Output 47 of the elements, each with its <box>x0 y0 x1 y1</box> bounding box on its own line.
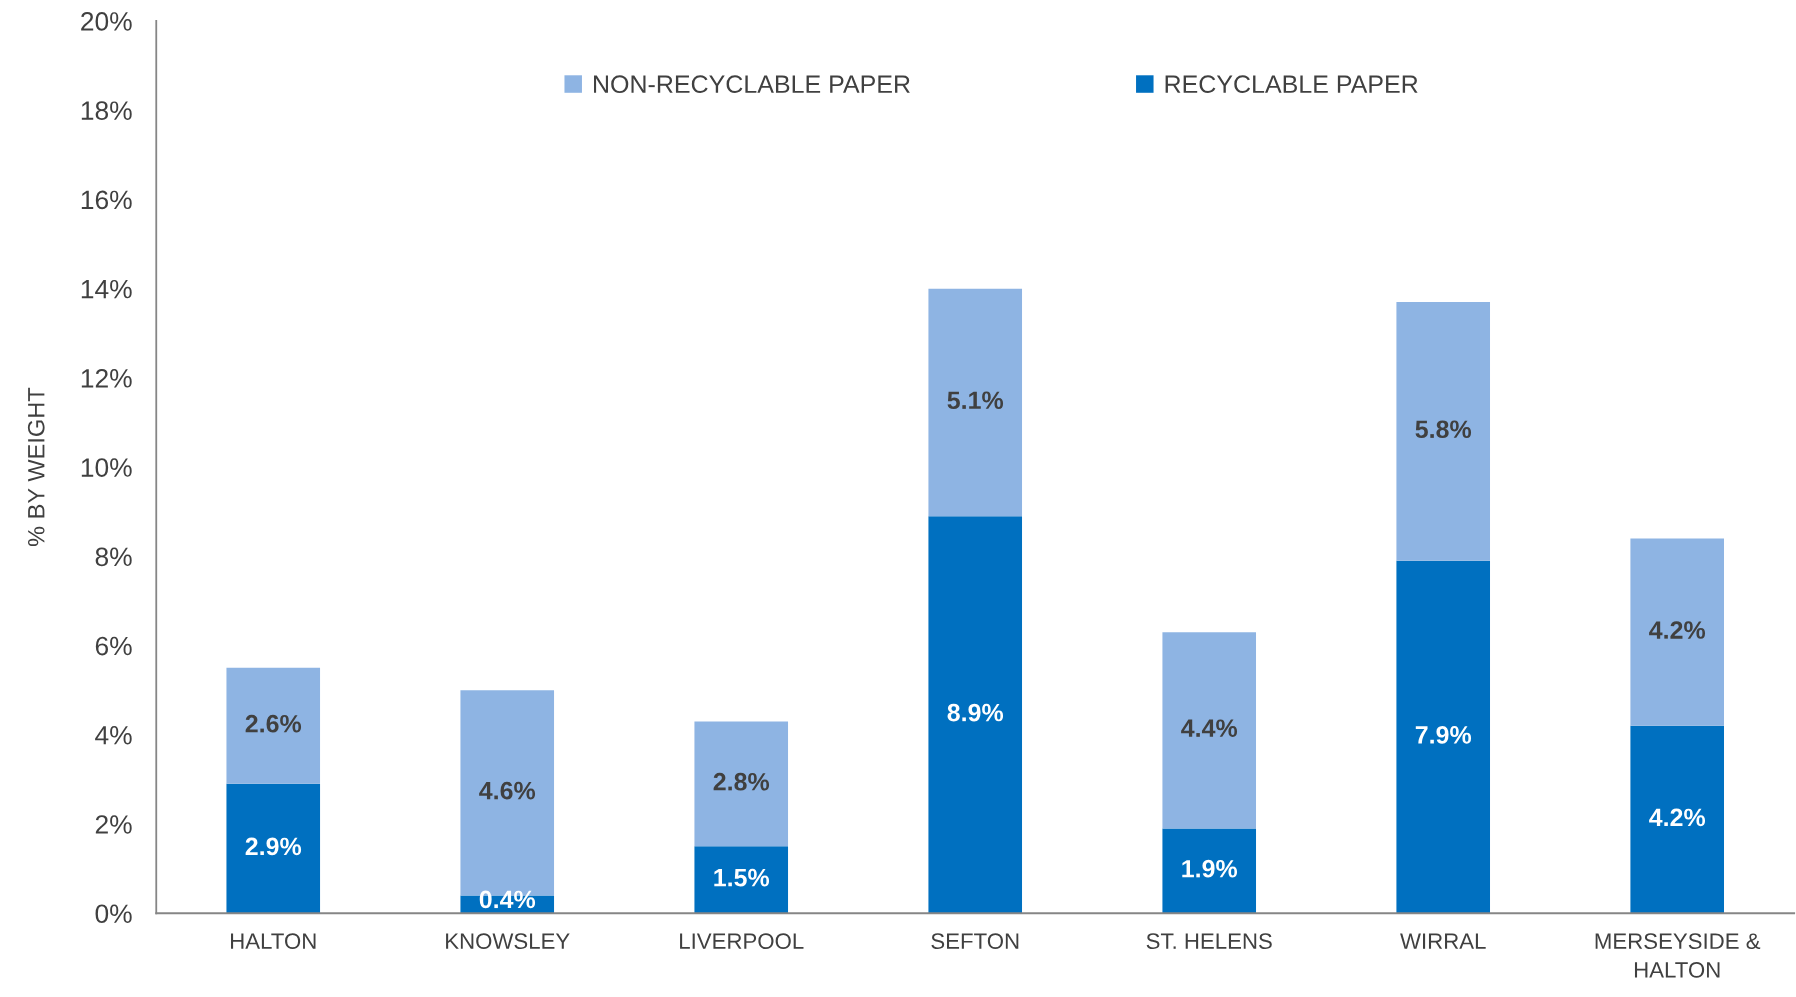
data-label: 4.2% <box>1649 808 1706 827</box>
legend-label: RECYCLABLE PAPER <box>1165 75 1418 94</box>
y-tick-label: 8% <box>95 547 132 567</box>
x-tick-label: MERSEYSIDE & HALTON <box>1595 933 1761 978</box>
bar <box>1630 538 1725 726</box>
bar <box>694 846 789 914</box>
y-tick-label: 10% <box>81 458 132 477</box>
y-tick-label: 18% <box>81 101 132 120</box>
bar <box>226 783 321 914</box>
bar <box>1162 632 1257 829</box>
bar <box>1396 302 1491 561</box>
bar <box>1396 560 1491 914</box>
x-tick-label: ST. HELENS <box>1146 933 1272 950</box>
bar <box>928 288 1023 517</box>
x-tick-label: LIVERPOOL <box>680 933 804 950</box>
data-label: 2.6% <box>245 714 302 733</box>
y-tick-label: 6% <box>95 636 132 656</box>
y-tick-label: 0% <box>95 904 132 924</box>
x-tick-label: SEFTON <box>931 933 1019 950</box>
data-label: 0.4% <box>479 890 536 909</box>
y-tick-label: 4% <box>95 726 132 745</box>
legend-label: NON-RECYCLABLE PAPER <box>594 75 910 94</box>
bar <box>1630 725 1725 914</box>
data-label: 7.9% <box>1415 726 1472 744</box>
data-label: 4.6% <box>479 781 536 800</box>
data-label: 8.9% <box>947 703 1004 722</box>
y-tick-label: 12% <box>81 369 132 388</box>
bar <box>694 721 789 847</box>
y-tick-label: 16% <box>81 190 132 210</box>
data-label: 5.1% <box>947 391 1004 410</box>
y-axis-title: % BY WEIGHT <box>27 387 45 547</box>
data-label: 5.8% <box>1415 420 1472 439</box>
data-label: 4.4% <box>1181 719 1238 737</box>
bar <box>1162 828 1257 914</box>
data-label: 1.5% <box>714 868 770 887</box>
data-label: 2.8% <box>713 772 770 791</box>
y-tick-label: 2% <box>95 815 132 834</box>
data-label: 4.2% <box>1649 621 1706 639</box>
x-tick-label: HALTON <box>231 933 316 950</box>
x-tick-label: WIRRAL <box>1400 933 1486 949</box>
bar <box>226 667 321 784</box>
data-label: 2.9% <box>245 837 302 856</box>
x-tick-label: KNOWSLEY <box>446 933 570 950</box>
data-label: 1.9% <box>1182 859 1238 878</box>
y-tick-label: 14% <box>81 279 132 299</box>
bar <box>928 516 1023 914</box>
y-tick-label: 20% <box>81 12 132 31</box>
